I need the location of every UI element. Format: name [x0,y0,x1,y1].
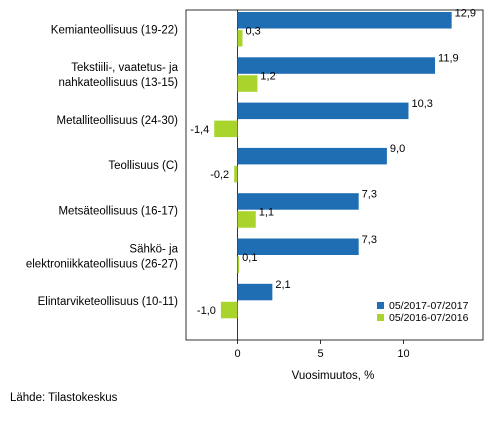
legend-swatch-2 [377,314,384,321]
category-label-3: Metalliteollisuus (24-30) [57,115,179,127]
value-label-s2-1: 0,3 [245,25,260,37]
bar-s2-5 [237,211,256,228]
category-label-7: Elintarviketeollisuus (10-11) [38,296,179,308]
category-label-5: Metsäteollisuus (16-17) [58,205,178,217]
value-label-s1-2: 11,9 [438,53,459,65]
category-label-2-line-2: nahkateollisuus (13-15) [58,77,178,89]
bar-s1-5 [237,193,359,210]
bar-s1-7 [237,283,273,301]
value-label-s2-5: 1,1 [259,206,274,218]
bar-s2-4 [234,165,238,183]
category-label-1: Kemianteollisuus (19-22) [51,24,178,36]
value-label-s2-6: 0,1 [242,252,257,264]
bar-s1-3 [237,102,409,120]
category-label-6-line-2: elektroniikkateollisuus (26-27) [26,258,178,270]
value-label-s1-3: 10,3 [411,98,432,110]
bar-s2-6 [237,256,240,273]
value-label-s1-7: 2,1 [275,279,290,291]
value-label-s1-4: 9,0 [390,143,405,155]
category-label-4: Teollisuus (C) [108,160,178,172]
x-axis-title: Vuosimuutos, % [292,370,375,382]
category-label-6-line-1: Sähkö- ja [129,243,178,255]
bar-s2-2 [237,75,258,92]
source-note: Lähde: Tilastokeskus [10,392,118,404]
legend-label-2: 05/2016-07/2016 [389,312,469,324]
value-label-s2-4: -0,2 [210,169,229,181]
x-tick-label-2: 5 [317,348,323,360]
bar-s1-1 [237,12,452,29]
category-label-2-line-1: Tekstiili-, vaatetus- ja [71,62,178,74]
value-label-s2-3: -1,4 [190,124,209,136]
value-label-s1-1: 12,9 [455,7,476,19]
x-tick-label-3: 10 [397,348,409,360]
value-label-s2-2: 1,2 [260,71,275,83]
bar-s2-1 [237,30,243,47]
legend-label-1: 05/2017-07/2017 [389,300,469,312]
bar-s2-7 [220,301,238,319]
bar-s1-2 [237,57,436,74]
value-label-s2-7: -1,0 [197,305,216,317]
bar-s2-3 [214,120,238,138]
plot-frame [185,9,484,341]
value-label-s1-6: 7,3 [362,234,377,246]
legend-swatch-1 [377,302,384,309]
x-tick-label-1: 0 [234,348,240,360]
bar-s1-4 [237,147,387,165]
bar-s1-6 [237,238,359,255]
value-label-s1-5: 7,3 [362,188,377,200]
